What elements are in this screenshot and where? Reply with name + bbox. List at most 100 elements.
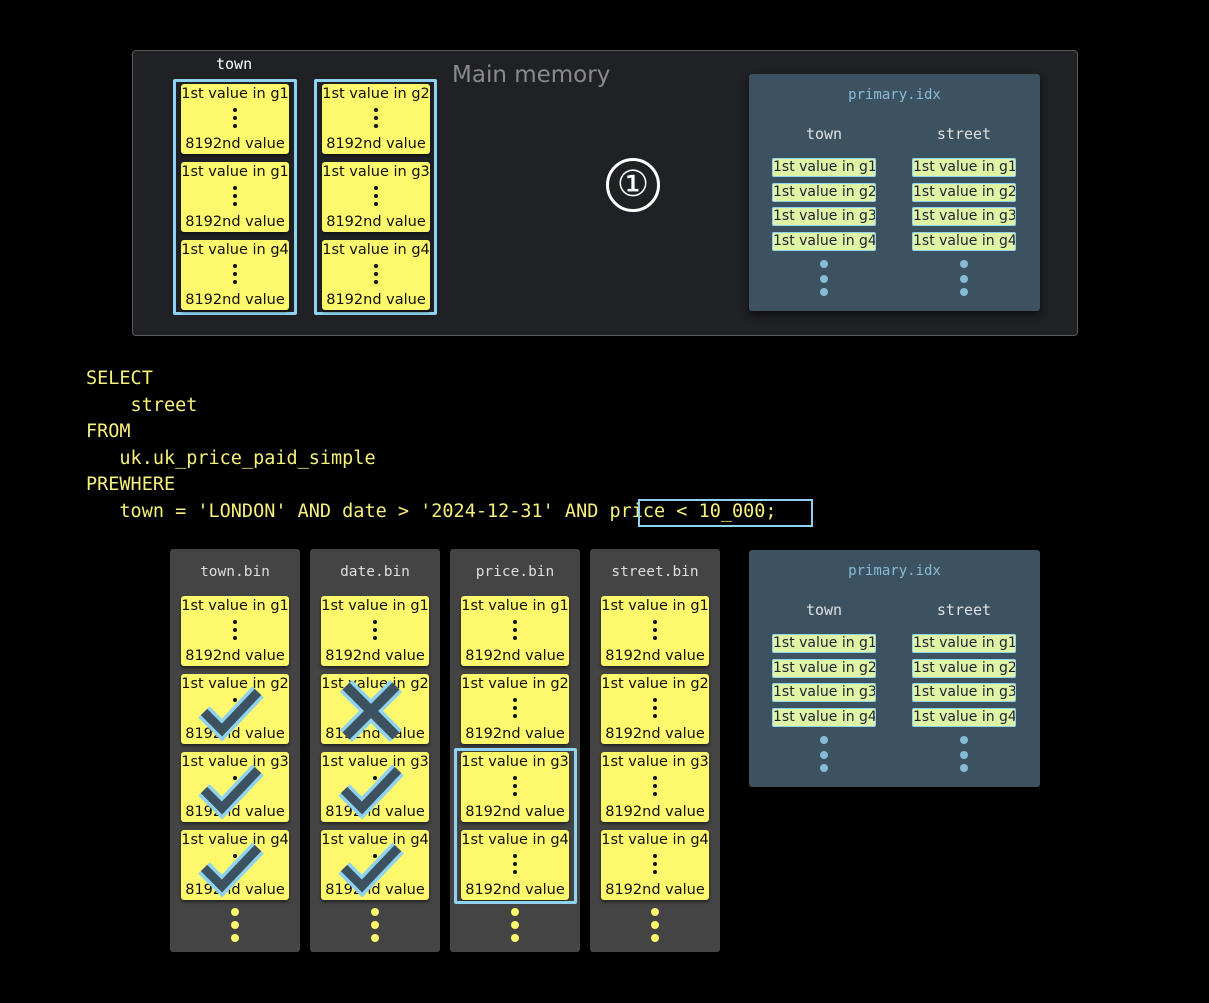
file-name: date.bin xyxy=(340,564,410,580)
granule-last-value: 8192nd value xyxy=(326,136,426,152)
ellipsis-icon xyxy=(653,698,657,720)
more-dot xyxy=(820,764,828,772)
more-dot xyxy=(371,908,379,916)
ellipsis-icon xyxy=(653,854,657,876)
more-dot xyxy=(960,260,968,268)
more-dot xyxy=(820,751,828,759)
check-icon xyxy=(198,764,264,820)
granule-last-value: 8192nd value xyxy=(605,726,705,742)
more-dot xyxy=(511,908,519,916)
granule-last-value: 8192nd value xyxy=(605,882,705,898)
memory-column-2 xyxy=(314,79,437,315)
granule-last-value: 8192nd value xyxy=(605,804,705,820)
memory-granule: 1st value in g1 8192nd value xyxy=(181,162,289,232)
memory-granule: 1st value in g4 8192nd value xyxy=(322,240,430,310)
more-dot xyxy=(820,275,828,283)
index-column-header: street xyxy=(936,601,992,619)
more-dot xyxy=(960,736,968,744)
granule-last-value: 8192nd value xyxy=(185,214,285,230)
granule: 1st value in g1 8192nd value xyxy=(461,596,569,666)
granule-last-value: 8192nd value xyxy=(326,292,426,308)
index-column-header: town xyxy=(805,125,843,143)
index-entry: 1st value in g4 xyxy=(772,231,876,251)
granule-first-value: 1st value in g2 xyxy=(322,86,430,102)
ellipsis-icon xyxy=(233,186,237,208)
ellipsis-icon xyxy=(653,776,657,798)
granule-first-value: 1st value in g1 xyxy=(181,164,289,180)
index-entry: 1st value in g1 xyxy=(772,634,876,653)
granule-last-value: 8192nd value xyxy=(325,882,425,898)
granule: 1st value in g1 8192nd value xyxy=(601,596,709,666)
granule-last-value: 8192nd value xyxy=(325,648,425,664)
index-title: primary.idx xyxy=(848,87,941,103)
granule: 1st value in g3 8192nd value xyxy=(601,752,709,822)
granule-last-value: 8192nd value xyxy=(185,292,285,308)
check-icon xyxy=(198,842,264,898)
granule-first-value: 1st value in g3 xyxy=(322,164,430,180)
granule-last-value: 8192nd value xyxy=(326,214,426,230)
granule-last-value: 8192nd value xyxy=(465,726,565,742)
granule-first-value: 1st value in g4 xyxy=(321,832,429,848)
file-name: price.bin xyxy=(475,564,555,580)
granule-last-value: 8192nd value xyxy=(185,136,285,152)
condition-highlight-box xyxy=(638,499,813,527)
granule: 1st value in g4 8192nd value xyxy=(601,830,709,900)
granule-last-value: 8192nd value xyxy=(185,726,285,742)
selected-granules-box xyxy=(454,748,577,904)
memory-granule: 1st value in g4 8192nd value xyxy=(181,240,289,310)
more-dot xyxy=(651,921,659,929)
granule-first-value: 1st value in g2 xyxy=(181,676,289,692)
primary-index-panel: primary.idx town 1st value in g1 1st value … xyxy=(749,74,1040,311)
ellipsis-icon xyxy=(233,264,237,286)
ellipsis-icon xyxy=(233,620,237,642)
index-entry: 1st value in g3 xyxy=(912,207,1016,226)
ellipsis-icon xyxy=(513,854,517,876)
file-name: street.bin xyxy=(611,564,699,580)
check-icon xyxy=(338,842,404,898)
more-dot xyxy=(231,908,239,916)
ellipsis-icon xyxy=(653,620,657,642)
more-dot xyxy=(960,275,968,283)
granule-last-value: 8192nd value xyxy=(325,804,425,820)
index-title: primary.idx xyxy=(848,563,941,579)
index-entry: 1st value in g1 xyxy=(912,634,1016,653)
index-entry: 1st value in g2 xyxy=(912,182,1016,202)
ellipsis-icon xyxy=(374,108,378,130)
granule-first-value: 1st value in g2 xyxy=(601,676,709,692)
cross-icon xyxy=(339,679,403,743)
index-entry: 1st value in g1 xyxy=(772,158,876,177)
granule-first-value: 1st value in g3 xyxy=(181,754,289,770)
granule: 1st value in g1 8192nd value xyxy=(321,596,429,666)
granule: 1st value in g2 8192nd value xyxy=(461,674,569,744)
highlighted-condition: price < 10_000 xyxy=(609,500,766,522)
index-entry: 1st value in g3 xyxy=(772,683,876,702)
granule-first-value: 1st value in g1 xyxy=(181,598,289,614)
more-dot xyxy=(820,260,828,268)
town-column-label: town xyxy=(216,55,253,73)
memory-granule: 1st value in g2 8192nd value xyxy=(322,84,430,154)
granule: 1st value in g4 8192nd value xyxy=(321,830,429,900)
step-1-marker: ① xyxy=(606,158,660,212)
granule-first-value: 1st value in g4 xyxy=(181,242,289,258)
index-entry: 1st value in g2 xyxy=(772,658,876,678)
granule-first-value: 1st value in g3 xyxy=(321,754,429,770)
granule: 1st value in g2 8192nd value xyxy=(181,674,289,744)
granule-first-value: 1st value in g4 xyxy=(322,242,430,258)
granule-first-value: 1st value in g4 xyxy=(461,832,569,848)
index-entry: 1st value in g4 xyxy=(772,707,876,727)
more-dot xyxy=(371,921,379,929)
memory-granule: 1st value in g3 8192nd value xyxy=(322,162,430,232)
granule: 1st value in g3 8192nd value xyxy=(461,752,569,822)
more-dot xyxy=(820,736,828,744)
more-dot xyxy=(371,934,379,942)
index-entry: 1st value in g4 xyxy=(912,231,1016,251)
granule-first-value: 1st value in g3 xyxy=(461,754,569,770)
more-dot xyxy=(511,934,519,942)
ellipsis-icon xyxy=(374,264,378,286)
more-dot xyxy=(820,288,828,296)
index-entry: 1st value in g4 xyxy=(912,707,1016,727)
memory-granule: 1st value in g1 8192nd value xyxy=(181,84,289,154)
ellipsis-icon xyxy=(233,108,237,130)
memory-column-1 xyxy=(173,79,297,315)
granule-first-value: 1st value in g1 xyxy=(321,598,429,614)
